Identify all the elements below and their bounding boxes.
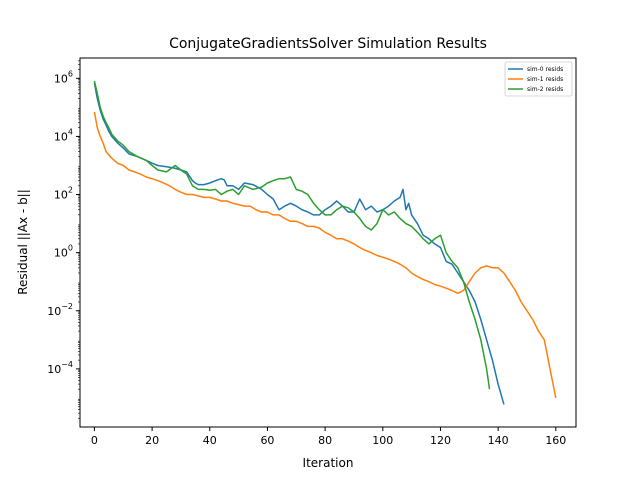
y-axis-label: Residual ||Ax - b|| [16,189,30,295]
y-tick-label: 100 [54,244,73,260]
x-tick-label: 160 [545,434,566,447]
chart-title: ConjugateGradientsSolver Simulation Resu… [169,36,487,52]
y-tick-exponent: 4 [68,127,73,136]
legend: sim-0 resids sim-1 resids sim-2 resids [504,61,573,97]
x-tick-label: 80 [318,434,332,447]
y-tick-label: 106 [54,69,73,85]
legend-label-2: sim-2 resids [527,86,563,93]
legend-label-1: sim-1 resids [527,76,563,83]
x-tick-label: 20 [145,434,159,447]
y-tick-base: 10 [54,72,68,85]
plot-frame [79,57,577,428]
y-tick-exponent: 0 [68,244,73,253]
y-tick-exponent: 6 [68,69,73,78]
y-tick-label: 10−2 [47,302,73,318]
y-tick-label: 10−4 [47,360,73,376]
x-axis: 0 20 40 60 80 100 120 140 160 [91,427,566,447]
x-tick-label: 140 [488,434,509,447]
x-axis-label: Iteration [303,456,354,470]
x-tick-label: 60 [260,434,274,447]
y-tick-base: 10 [54,247,68,260]
legend-label-0: sim-0 resids [527,66,563,73]
y-tick-base: 10 [54,189,68,202]
y-tick-label: 102 [54,186,73,202]
series-line-2 [93,80,491,390]
legend-box [504,61,573,97]
y-tick-base: 10 [47,363,61,376]
x-tick-label: 0 [91,434,98,447]
x-tick-label: 40 [203,434,217,447]
y-tick-exponent: −4 [61,360,73,369]
x-tick-label: 100 [372,434,393,447]
series-line-1 [93,111,557,399]
series-lines [93,80,557,405]
y-tick-base: 10 [47,305,61,318]
x-tick-label: 120 [430,434,451,447]
y-tick-exponent: 2 [68,186,73,195]
y-tick-base: 10 [54,130,68,143]
y-tick-label: 104 [54,127,73,143]
y-tick-exponent: −2 [61,302,73,311]
